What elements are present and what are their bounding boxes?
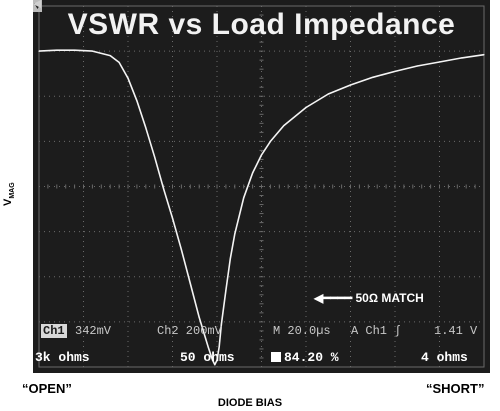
- ch1-scale: 342mV: [75, 324, 112, 338]
- y-axis-label: VMAG: [2, 182, 16, 206]
- trace-point: [214, 364, 216, 366]
- trace-point: [207, 346, 209, 348]
- vswr-trace: [38, 49, 485, 366]
- trace-point: [136, 100, 138, 102]
- annotation-text: 50Ω MATCH: [355, 291, 424, 305]
- x-left-label: “OPEN”: [22, 381, 72, 396]
- left-impedance-label: 3k ohms: [35, 350, 90, 365]
- trace-point: [118, 61, 120, 64]
- trace-point: [74, 49, 76, 51]
- oscilloscope-screen: VSWR vs Load Impedance ◀━━━━ 50Ω MATCH C…: [33, 0, 490, 373]
- trace-point: [372, 76, 374, 78]
- trace-point: [216, 359, 218, 361]
- trace-point: [56, 49, 58, 51]
- x-axis-title: DIODE BIAS: [217, 397, 283, 409]
- trace-point: [38, 50, 40, 52]
- trace-point: [269, 140, 271, 142]
- trace-point: [394, 70, 396, 73]
- trace-point: [225, 289, 227, 291]
- trace-point: [189, 282, 191, 285]
- trigger-source: A Ch1 ʃ: [351, 324, 402, 338]
- x-right-label: “SHORT”: [426, 381, 485, 396]
- trace-point: [127, 77, 129, 79]
- trace-point: [145, 127, 147, 129]
- trace-point: [243, 197, 245, 199]
- trace-point: [180, 249, 182, 251]
- trace-point: [416, 65, 418, 67]
- trace-point: [91, 50, 93, 52]
- trace-point: [218, 346, 220, 348]
- trigger-level: 1.41 V: [434, 324, 478, 338]
- readout-value: 84.20 %: [284, 350, 339, 365]
- right-impedance-label: 4 ohms: [421, 350, 468, 365]
- readout: 84.20 %: [271, 350, 339, 365]
- trace-point: [260, 154, 263, 156]
- trace-point: [229, 258, 231, 260]
- trigger-level-icon: [33, 0, 41, 8]
- center-impedance-label: 50 ohms: [180, 350, 235, 365]
- trace-point: [198, 316, 200, 318]
- trace-point: [220, 323, 223, 325]
- trace-point: [327, 93, 329, 95]
- trace-point: [483, 54, 485, 56]
- trace-point: [163, 188, 165, 190]
- trace-point: [171, 217, 174, 219]
- timebase: M 20.0µs: [273, 324, 331, 338]
- trace-point: [461, 57, 463, 59]
- annotation-label: ◀━━━━ 50Ω MATCH: [314, 291, 424, 305]
- scope-status-bar: Ch1 342mV Ch2 200mV M 20.0µs A Ch1 ʃ 1.4…: [41, 324, 486, 340]
- trace-point: [252, 172, 254, 174]
- ch1-tag: Ch1: [41, 324, 67, 338]
- ch2-scale: Ch2 200mV: [157, 324, 222, 338]
- trace-point: [211, 359, 214, 361]
- plot-area: [38, 5, 485, 368]
- trace-point: [283, 124, 285, 127]
- y-axis-label-sub: MAG: [9, 182, 17, 199]
- trace-point: [305, 106, 307, 109]
- trace-point: [109, 55, 111, 57]
- trace-point: [349, 84, 352, 86]
- trace-point: [234, 233, 236, 235]
- cursor-icon: [271, 352, 281, 362]
- trace-point: [154, 156, 156, 158]
- chart-title: VSWR vs Load Impedance: [67, 8, 456, 41]
- y-axis-label-main: V: [2, 198, 14, 206]
- annotation-arrow-icon: ◀━━━━: [314, 291, 356, 305]
- bottom-labels: 3k ohms 50 ohms 84.20 % 4 ohms: [33, 350, 490, 368]
- trace-point: [438, 61, 441, 63]
